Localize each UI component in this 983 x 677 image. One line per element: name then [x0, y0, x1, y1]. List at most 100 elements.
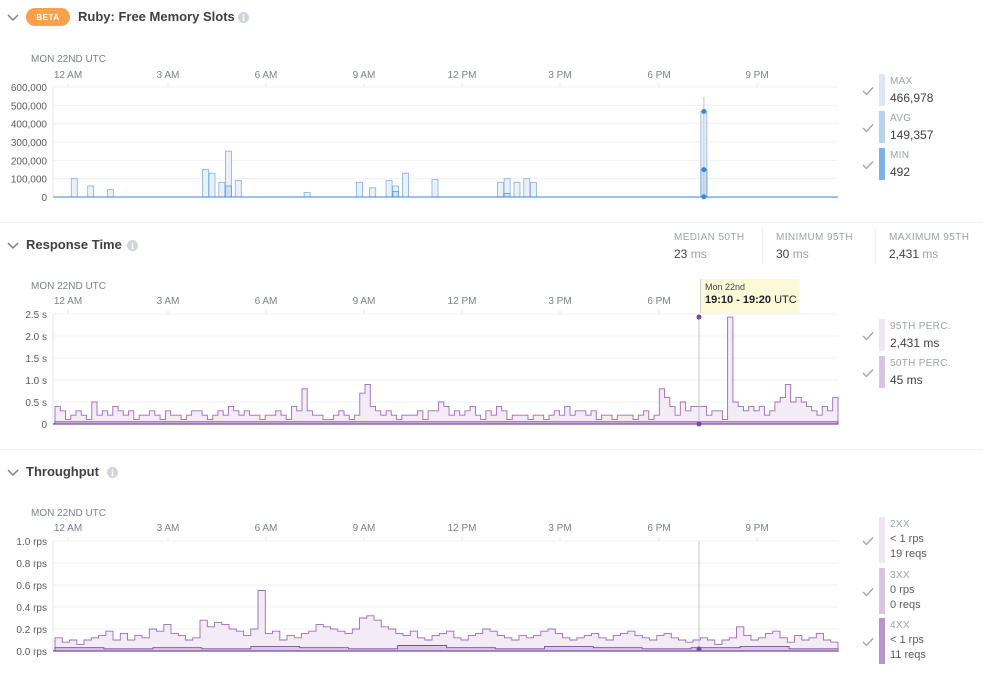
check-icon — [862, 588, 874, 597]
legend-value: 2,431 ms — [890, 336, 940, 350]
hover-point — [696, 314, 702, 320]
y-tick-label: 1.5 s — [25, 354, 47, 365]
y-tick-label: 200,000 — [11, 156, 48, 167]
y-tick-label: 0.6 rps — [16, 581, 47, 592]
legend-color-swatch — [879, 517, 885, 563]
y-tick-label: 0 — [41, 193, 47, 204]
memory-bar — [224, 185, 232, 198]
stat-divider — [875, 228, 876, 264]
memory-bar — [529, 181, 537, 198]
legend-color-swatch — [879, 111, 885, 143]
legend-value: 466,978 — [890, 91, 934, 105]
stat-unit: ms — [922, 247, 939, 261]
legend-value: 149,357 — [890, 128, 934, 142]
memory-section-title: Ruby: Free Memory Slots — [78, 9, 235, 24]
legend-color-swatch — [879, 74, 885, 106]
hover-point — [701, 194, 707, 200]
memory-bar — [356, 181, 363, 198]
check-icon — [862, 332, 874, 341]
hover-point — [701, 108, 707, 114]
x-tick-label: 3 PM — [548, 523, 571, 534]
info-icon[interactable]: i — [238, 12, 249, 23]
x-tick-label: 3 AM — [157, 523, 180, 534]
series-area-2xx — [54, 590, 839, 652]
chart-date-label: MON 22ND UTC — [31, 54, 106, 65]
x-tick-label: 12 PM — [448, 70, 477, 81]
x-tick-label: 6 AM — [255, 70, 278, 81]
x-tick-label: 6 PM — [647, 523, 670, 534]
throughput-section-title: Throughput — [26, 464, 99, 479]
y-tick-label: 0 — [41, 420, 47, 431]
x-tick-label: 12 AM — [54, 523, 82, 534]
check-icon — [862, 369, 874, 378]
beta-badge: BETA — [26, 8, 70, 26]
y-tick-label: 400,000 — [11, 120, 48, 131]
x-tick-label: 12 AM — [54, 296, 82, 307]
chart-2: MON 22ND UTC 12 AM 3 AM 6 AM 9 AM 12 PM 3 PM 6 … — [16, 508, 839, 658]
x-tick-label: 9 AM — [353, 70, 376, 81]
series-area-50th-perc- — [54, 421, 839, 425]
legend-label: AVG — [890, 113, 912, 124]
memory-bar — [523, 178, 531, 198]
hover-point — [696, 421, 702, 427]
info-icon[interactable]: i — [107, 467, 118, 478]
y-tick-label: 1.0 s — [25, 376, 47, 387]
x-tick-label: 6 AM — [255, 296, 278, 307]
x-tick-label: 3 AM — [157, 296, 180, 307]
chevron-down-icon[interactable] — [6, 10, 20, 24]
legend-color-swatch — [879, 356, 885, 388]
memory-bar — [503, 178, 511, 198]
series-area-4xx — [54, 645, 839, 652]
x-tick-label: 3 PM — [548, 296, 571, 307]
y-tick-label: 0.4 rps — [16, 603, 47, 614]
x-tick-label: 3 PM — [548, 70, 571, 81]
x-tick-label: 12 AM — [54, 70, 82, 81]
memory-bar — [402, 172, 409, 198]
x-tick-label: 9 PM — [745, 70, 768, 81]
legend-value-reqs: 0 reqs — [890, 599, 921, 611]
section-divider — [0, 222, 983, 223]
hover-point — [696, 646, 702, 652]
memory-bar — [700, 169, 708, 198]
memory-bar — [224, 150, 232, 198]
chevron-down-icon[interactable] — [6, 238, 20, 252]
legend-label: 2XX — [890, 519, 910, 530]
memory-bar — [369, 187, 377, 198]
tooltip-range: 19:10 - 19:20 — [705, 294, 772, 306]
y-tick-label: 100,000 — [11, 175, 48, 186]
stat-max-95: MAXIMUM 95TH 2,431 ms — [889, 232, 969, 261]
legend-label: 95TH PERC. — [890, 321, 951, 332]
legend-value: < 1 rps — [890, 634, 924, 646]
legend-label: 3XX — [890, 570, 910, 581]
x-tick-label: 9 AM — [353, 523, 376, 534]
memory-bar — [503, 192, 511, 198]
info-icon[interactable]: i — [127, 240, 138, 251]
memory-bar — [392, 191, 400, 198]
stat-unit: ms — [792, 247, 809, 261]
legend-value-reqs: 11 reqs — [890, 649, 926, 661]
y-tick-label: 0.2 rps — [16, 625, 47, 636]
x-tick-label: 6 AM — [255, 523, 278, 534]
legend-label: MAX — [890, 76, 913, 87]
series-area-95th-perc- — [54, 316, 839, 425]
chevron-down-icon[interactable] — [6, 465, 20, 479]
x-tick-label: 9 PM — [745, 523, 768, 534]
memory-bar — [234, 180, 242, 198]
chart-0: MON 22ND UTC 12 AM 3 AM 6 AM 9 AM 12 PM 3 PM 6 … — [11, 54, 838, 204]
stat-label: MINIMUM 95TH — [776, 232, 854, 243]
chart-date-label: MON 22ND UTC — [31, 508, 106, 519]
response-section-title: Response Time — [26, 237, 122, 252]
memory-bar — [497, 181, 504, 198]
y-tick-label: 0.8 rps — [16, 559, 47, 570]
y-tick-label: 0.5 s — [25, 398, 47, 409]
x-tick-label: 12 PM — [448, 296, 477, 307]
x-tick-label: 9 AM — [353, 296, 376, 307]
chart-date-label: MON 22ND UTC — [31, 281, 106, 292]
y-tick-label: 300,000 — [11, 138, 48, 149]
legend-label: 50TH PERC. — [890, 358, 951, 369]
stat-label: MAXIMUM 95TH — [889, 232, 970, 243]
x-tick-label: 6 PM — [647, 70, 670, 81]
stat-label: MEDIAN 50TH — [674, 232, 745, 243]
check-icon — [862, 87, 874, 96]
memory-bar — [202, 169, 209, 198]
